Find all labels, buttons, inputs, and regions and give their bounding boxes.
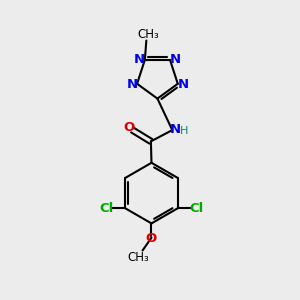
Text: CH₃: CH₃: [128, 251, 150, 264]
Text: CH₃: CH₃: [137, 28, 159, 41]
Text: O: O: [123, 121, 134, 134]
Text: O: O: [146, 232, 157, 245]
Text: Cl: Cl: [99, 202, 114, 215]
Text: Cl: Cl: [189, 202, 204, 215]
Text: N: N: [134, 53, 146, 66]
Text: H: H: [179, 126, 188, 136]
Text: N: N: [170, 123, 181, 136]
Text: N: N: [127, 78, 138, 91]
Text: N: N: [177, 78, 188, 91]
Text: N: N: [169, 53, 181, 66]
